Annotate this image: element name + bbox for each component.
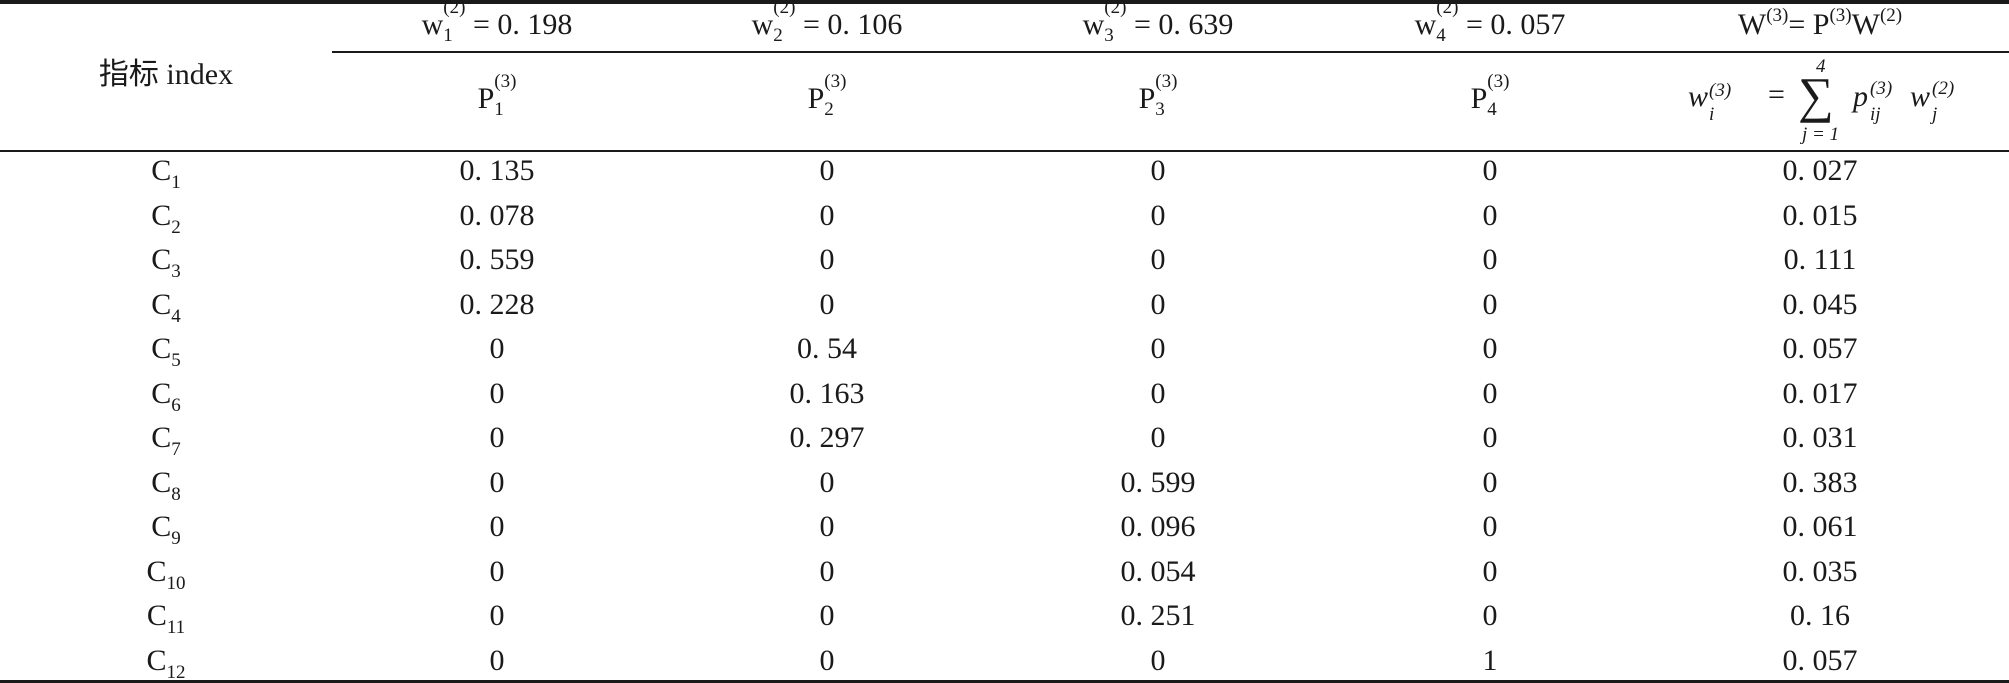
- table-cell: 0. 054: [1120, 555, 1196, 588]
- table-cell: 0: [819, 644, 835, 677]
- table-cell: 0: [1150, 243, 1166, 276]
- table-cell: 0: [1482, 599, 1498, 632]
- table-cell: 0: [819, 199, 835, 232]
- table-cell: 0: [1482, 332, 1498, 365]
- table-cell: 0: [1150, 154, 1166, 187]
- table-cell: 0: [489, 421, 505, 454]
- row-label: C1: [151, 154, 181, 193]
- p-header-1: P(3)1(3): [477, 71, 517, 121]
- table-cell: 0. 228: [459, 288, 535, 321]
- table-cell: 0: [1482, 199, 1498, 232]
- table-cell: 0: [1482, 466, 1498, 499]
- table-cell: 0: [489, 599, 505, 632]
- table-cell: 0: [1150, 377, 1166, 410]
- table-cell: 0: [489, 555, 505, 588]
- table-cell: 0: [819, 154, 835, 187]
- row-label: C6: [151, 377, 181, 416]
- row-label: C8: [151, 466, 181, 505]
- table-cell: 0. 54: [797, 332, 857, 365]
- row-label: C2: [151, 199, 181, 238]
- table-cell: 0: [489, 332, 505, 365]
- table-cell: 0: [1150, 199, 1166, 232]
- table-cell: 0: [1150, 421, 1166, 454]
- table-cell: 0: [1482, 377, 1498, 410]
- table-cell: 0. 297: [789, 421, 865, 454]
- row-label: C11: [146, 599, 186, 638]
- table-cell: 0: [1150, 332, 1166, 365]
- table-cell: 0: [1482, 510, 1498, 543]
- row-label: C4: [151, 288, 181, 327]
- table-cell: 1: [1482, 644, 1498, 677]
- table-cell: 0: [1482, 421, 1498, 454]
- table-cell: 0: [819, 288, 835, 321]
- table-cell: 0. 015: [1782, 199, 1858, 232]
- table-cell: 0. 135: [459, 154, 535, 187]
- table-cell: 0. 163: [789, 377, 865, 410]
- table-cell: 0: [489, 377, 505, 410]
- table-cell: 0: [819, 466, 835, 499]
- row-label: C10: [146, 555, 186, 594]
- total-weight-header: W(3)= P(3)W(2): [1737, 5, 1903, 41]
- bottom-rule: [0, 680, 2009, 683]
- row-header: 指标 index: [98, 58, 234, 91]
- weight-header-1: w(2)1(2) = 0. 198: [421, 0, 573, 47]
- row-label: C5: [151, 332, 181, 371]
- weight-header-3: w(2)3(2) = 0. 639: [1082, 0, 1234, 47]
- table-cell: 0. 078: [459, 199, 535, 232]
- header-sub-rule: [332, 51, 2009, 53]
- summation-formula: w (3) i = ∑ 4 j = 1 p (3) ij w (2) j: [1688, 56, 1955, 145]
- table-cell: 0: [819, 599, 835, 632]
- table-cell: 0: [1150, 644, 1166, 677]
- p-header-3: P(3)3(3): [1138, 71, 1178, 121]
- table-cell: 0. 035: [1782, 555, 1858, 588]
- row-label: C12: [146, 644, 186, 683]
- table-cell: 0. 045: [1782, 288, 1858, 321]
- table-cell: 0. 096: [1120, 510, 1196, 543]
- table-cell: 0: [489, 466, 505, 499]
- row-label: C7: [151, 421, 181, 460]
- row-label: C3: [151, 243, 181, 282]
- table-cell: 0: [819, 510, 835, 543]
- top-rule: [0, 0, 2009, 4]
- table-cell: 0. 031: [1782, 421, 1858, 454]
- table-cell: 0. 599: [1120, 466, 1196, 499]
- table-cell: 0: [1482, 288, 1498, 321]
- row-label: C9: [151, 510, 181, 549]
- table-cell: 0: [819, 555, 835, 588]
- table-cell: 0. 061: [1782, 510, 1858, 543]
- table-cell: 0: [489, 510, 505, 543]
- p-header-4: P(3)4(3): [1470, 71, 1510, 121]
- table-cell: 0. 16: [1790, 599, 1850, 632]
- table-cell: 0. 559: [459, 243, 535, 276]
- table-cell: 0: [819, 243, 835, 276]
- table-cell: 0. 027: [1782, 154, 1858, 187]
- table-cell: 0: [1482, 154, 1498, 187]
- table-cell: 0. 383: [1782, 466, 1858, 499]
- p-header-2: P(3)2(3): [807, 71, 847, 121]
- table-cell: 0. 057: [1782, 644, 1858, 677]
- table-cell: 0. 111: [1783, 243, 1857, 276]
- table-cell: 0: [1482, 243, 1498, 276]
- table-cell: 0: [489, 644, 505, 677]
- weight-header-2: w(2)2(2) = 0. 106: [751, 0, 903, 47]
- table-cell: 0: [1150, 288, 1166, 321]
- table-cell: 0. 251: [1120, 599, 1196, 632]
- table-cell: 0: [1482, 555, 1498, 588]
- table-cell: 0. 017: [1782, 377, 1858, 410]
- table-cell: 0. 057: [1782, 332, 1858, 365]
- header-rule: [0, 150, 2009, 152]
- weight-header-4: w(2)4(2) = 0. 057: [1414, 0, 1566, 47]
